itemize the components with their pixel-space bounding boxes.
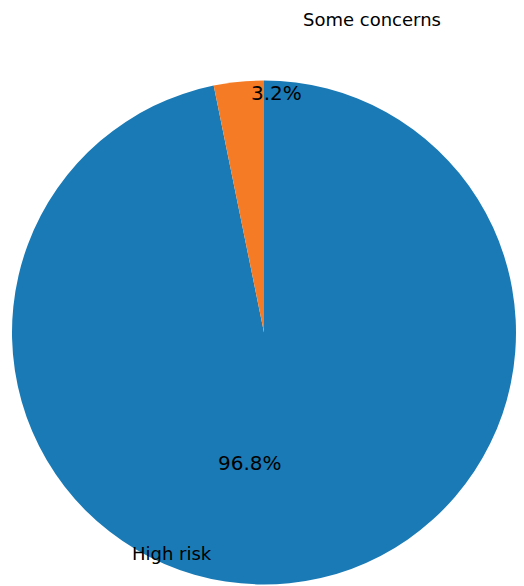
svg-text:High risk: High risk	[132, 543, 212, 564]
svg-text:3.2%: 3.2%	[251, 81, 302, 105]
svg-text:96.8%: 96.8%	[218, 451, 282, 475]
svg-text:Some concerns: Some concerns	[303, 9, 441, 30]
